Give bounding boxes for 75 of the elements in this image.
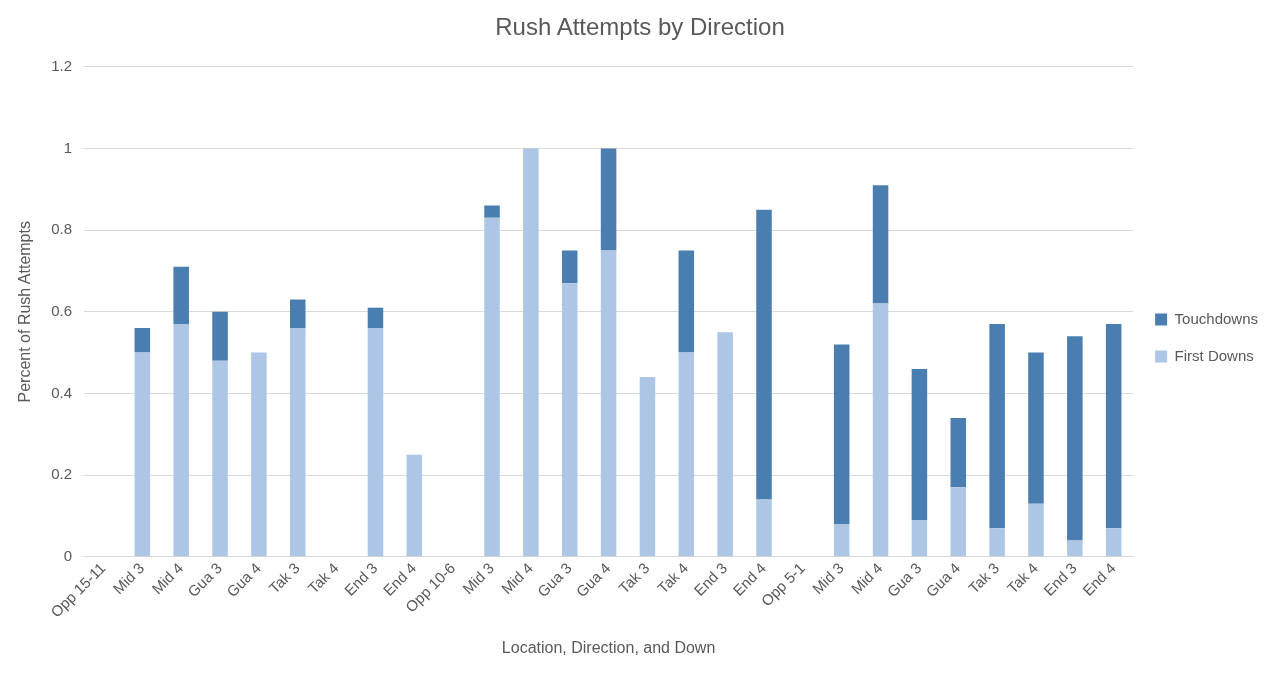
- bar: [367, 307, 384, 329]
- x-tick-label: End 3: [690, 559, 731, 599]
- bar: [561, 283, 578, 557]
- bar: [833, 524, 850, 557]
- bar: [872, 185, 889, 304]
- chart-title: Rush Attempts by Direction: [495, 13, 785, 41]
- x-tick-label: Tak 3: [964, 559, 1003, 597]
- y-tick-label: 0: [63, 546, 73, 564]
- x-tick-label: Gua 4: [922, 559, 964, 601]
- bar: [134, 328, 151, 353]
- bar: [484, 217, 500, 557]
- bar: [406, 454, 423, 557]
- x-tick-label: Mid 4: [148, 559, 187, 598]
- bar: [1105, 528, 1122, 557]
- x-axis-title: Location, Direction, and Down: [501, 638, 716, 656]
- x-tick-label: Mid 3: [808, 559, 847, 598]
- bar: [173, 266, 189, 325]
- bar: [251, 352, 267, 557]
- bar: [639, 377, 656, 557]
- y-tick-label: 0.4: [51, 383, 73, 401]
- x-tick-label: Gua 4: [572, 559, 614, 601]
- bar: [989, 528, 1005, 557]
- x-tick-label: Tak 3: [265, 559, 303, 597]
- bar: [212, 360, 228, 557]
- bar: [289, 328, 306, 557]
- x-tick-label: Mid 3: [109, 559, 148, 598]
- x-tick-label: Gua 3: [883, 559, 925, 601]
- x-tick-label: End 3: [340, 559, 381, 599]
- y-tick-label: 0.8: [51, 220, 73, 238]
- bar: [833, 344, 850, 525]
- x-tick-label: Tak 4: [304, 559, 342, 597]
- x-tick-label: Tak 3: [615, 559, 653, 597]
- x-tick-label: End 3: [1040, 559, 1080, 599]
- bar: [911, 519, 928, 557]
- bar: [678, 250, 695, 353]
- bar: [600, 250, 617, 557]
- bar: [911, 368, 928, 520]
- x-tick-label: Mid 4: [497, 559, 536, 598]
- bar: [484, 205, 500, 218]
- bar: [989, 324, 1005, 529]
- bar: [717, 332, 733, 557]
- bar: [950, 487, 967, 557]
- bar: [212, 311, 228, 361]
- bar: [600, 148, 617, 251]
- bar: [1067, 540, 1083, 557]
- x-tick-label: Mid 3: [459, 559, 498, 598]
- bar: [1067, 336, 1083, 541]
- x-tick-label: End 4: [1078, 559, 1119, 599]
- bar: [561, 250, 578, 284]
- y-tick-label: 0.6: [51, 301, 73, 319]
- legend-label: Touchdowns: [1174, 309, 1258, 327]
- y-tick-label: 0.2: [51, 465, 73, 483]
- bar: [756, 209, 772, 500]
- bar: [523, 148, 539, 557]
- x-tick-label: Mid 4: [847, 559, 886, 598]
- bar: [678, 352, 695, 557]
- bar: [367, 328, 384, 557]
- bar: [872, 303, 889, 557]
- y-tick-label: 1: [63, 138, 73, 156]
- bar: [289, 299, 306, 329]
- x-tick-label: Tak 4: [653, 559, 692, 597]
- legend-label: First Downs: [1174, 346, 1254, 364]
- bar: [1028, 352, 1044, 504]
- x-tick-label: Gua 4: [223, 559, 264, 601]
- y-tick-label: 1.2: [51, 56, 73, 74]
- x-tick-label: Gua 3: [533, 559, 575, 601]
- bar: [756, 499, 772, 557]
- bar: [134, 352, 151, 557]
- bar: [1105, 324, 1122, 529]
- x-tick-label: Tak 4: [1003, 559, 1042, 597]
- bar: [950, 417, 967, 488]
- bar: [173, 324, 189, 557]
- y-axis-title: Percent of Rush Attempts: [16, 221, 34, 403]
- bar: [1028, 503, 1044, 557]
- x-tick-label: Gua 3: [184, 559, 226, 601]
